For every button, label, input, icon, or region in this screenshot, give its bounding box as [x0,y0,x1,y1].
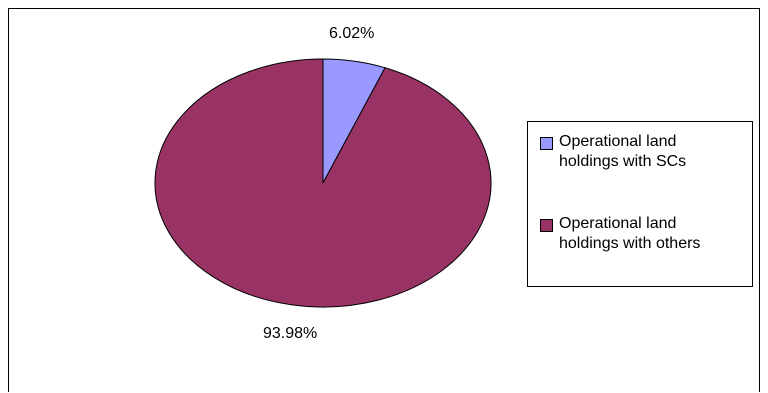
legend-item-others: Operational land holdings with others [540,214,739,254]
pie-chart [154,58,492,308]
legend-item-scs: Operational land holdings with SCs [540,132,739,172]
legend: Operational land holdings with SCs Opera… [527,121,753,287]
legend-swatch-scs [540,137,553,150]
slice-value-label-scs: 6.02% [329,25,375,42]
chart-area: 6.02% 93.98% Operational land holdings w… [8,8,760,392]
legend-label-others: Operational land holdings with others [559,215,701,252]
legend-label-scs: Operational land holdings with SCs [559,133,687,170]
legend-swatch-others [540,219,553,232]
slice-value-label-others: 93.98% [263,325,318,342]
pie-slice-others [154,58,492,308]
